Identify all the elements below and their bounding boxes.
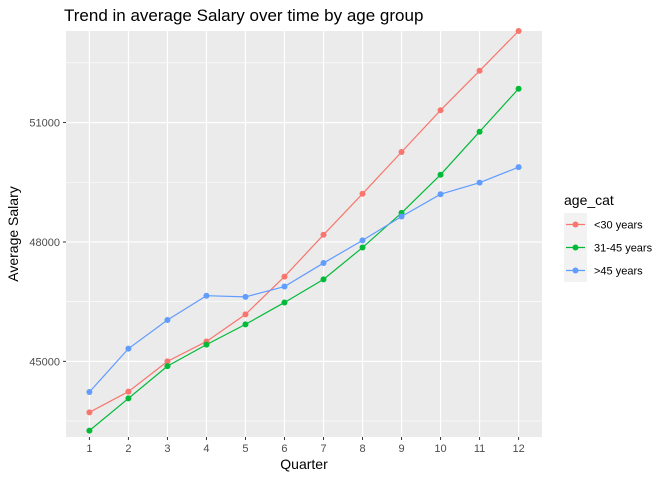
data-point (359, 237, 366, 244)
x-tick-label: 11 (474, 443, 485, 455)
x-tick-label: 7 (320, 443, 326, 455)
data-point (437, 191, 444, 198)
data-point (437, 171, 444, 178)
data-point (125, 388, 132, 395)
legend-label: <30 years (594, 220, 643, 232)
x-tick-label: 4 (203, 443, 209, 455)
data-point (86, 409, 93, 416)
data-point (86, 389, 93, 396)
data-point (437, 107, 444, 114)
data-point (320, 231, 327, 238)
data-point (476, 67, 483, 74)
x-tick-label: 2 (125, 443, 131, 455)
data-point (281, 273, 288, 280)
data-point (242, 321, 249, 328)
legend-title: age_cat (564, 192, 614, 208)
series-1 (86, 85, 522, 434)
data-point (359, 190, 366, 197)
data-point (164, 358, 171, 365)
y-axis-title: Average Salary (5, 186, 21, 281)
y-tick-label: 45000 (29, 356, 60, 368)
x-axis-title: Quarter (280, 456, 328, 472)
data-point (476, 179, 483, 186)
data-point (242, 293, 249, 300)
legend-key-point (572, 221, 579, 228)
data-point (86, 427, 93, 434)
data-point (125, 395, 132, 402)
plot-panel (66, 31, 542, 437)
x-axis: 1 2 3 4 5 6 7 8 9 10 11 12 (86, 437, 525, 455)
data-point (125, 345, 132, 352)
chart-title: Trend in average Salary over time by age… (64, 6, 423, 25)
minor-gridlines (66, 62, 542, 422)
legend-item: 31-45 years (564, 236, 653, 259)
series-line (88, 166, 519, 393)
series-line (89, 88, 520, 432)
legend-key-point (572, 267, 579, 274)
x-tick-label: 9 (398, 443, 404, 455)
data-point (281, 299, 288, 306)
x-tick-label: 12 (512, 443, 524, 455)
x-tick-label: 3 (164, 443, 170, 455)
x-tick-label: 1 (86, 443, 92, 455)
data-point (281, 283, 288, 290)
data-point (242, 311, 249, 318)
x-tick-label: 6 (281, 443, 287, 455)
series-line (89, 30, 520, 413)
legend-label: >45 years (594, 266, 643, 278)
x-tick-label: 10 (434, 443, 446, 455)
data-point (398, 149, 405, 156)
data-point (359, 244, 366, 251)
data-point (164, 363, 171, 370)
legend-item: >45 years (564, 259, 643, 282)
data-point (515, 164, 522, 171)
x-tick-label: 8 (359, 443, 365, 455)
legend: age_cat <30 years 31-45 years >45 years (564, 192, 653, 282)
y-axis: 45000 48000 51000 (29, 118, 66, 368)
series-2 (86, 164, 522, 396)
series-layer (86, 28, 522, 434)
data-point (398, 213, 405, 220)
data-point (203, 341, 210, 348)
legend-item: <30 years (564, 213, 643, 236)
legend-items: <30 years 31-45 years >45 years (564, 213, 653, 282)
data-point (164, 316, 171, 323)
data-point (515, 85, 522, 92)
data-point (320, 276, 327, 283)
legend-key-point (572, 244, 579, 251)
data-point (515, 28, 522, 34)
y-tick-label: 51000 (29, 118, 60, 130)
data-point (476, 128, 483, 135)
data-point (203, 292, 210, 299)
series-0 (86, 28, 522, 416)
legend-label: 31-45 years (594, 243, 653, 255)
data-point (320, 260, 327, 267)
y-tick-label: 48000 (29, 237, 60, 249)
x-tick-label: 5 (242, 443, 248, 455)
